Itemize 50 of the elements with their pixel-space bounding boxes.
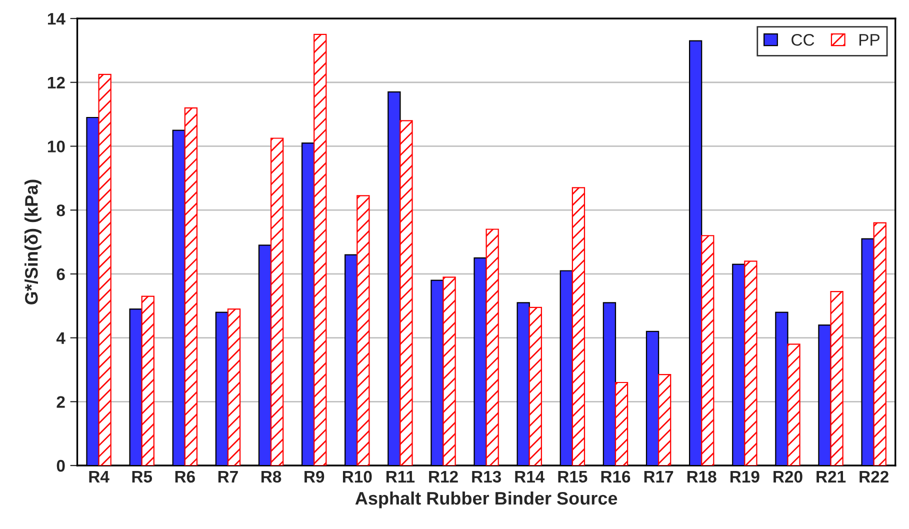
x-tick-label: R21 xyxy=(816,470,846,482)
bar xyxy=(614,382,628,466)
x-tick-label: R11 xyxy=(386,470,415,482)
bar xyxy=(701,235,714,466)
x-tick-label: R22 xyxy=(860,470,888,482)
y-tick-label: 6 xyxy=(56,268,65,280)
y-axis-title: G*/Sin(δ) (kPa) xyxy=(24,180,42,304)
x-tick-label: R8 xyxy=(261,470,282,483)
bar xyxy=(270,138,284,466)
x-tick-label: R5 xyxy=(132,470,152,483)
bar xyxy=(184,107,198,466)
bar xyxy=(442,276,456,466)
x-tick-label: R9 xyxy=(304,470,324,483)
x-tick-label: R7 xyxy=(218,470,238,482)
x-tick-label: R6 xyxy=(175,470,195,483)
bar xyxy=(873,222,886,466)
x-tick-label: R20 xyxy=(774,470,802,483)
bar xyxy=(98,74,112,466)
y-tick-label: 0 xyxy=(56,460,65,472)
y-tick-label: 8 xyxy=(56,204,65,216)
bar xyxy=(787,344,800,466)
x-axis-title: Asphalt Rubber Binder Source xyxy=(355,491,618,508)
bar xyxy=(400,120,413,466)
x-tick-label: R4 xyxy=(89,470,110,482)
legend-label: PP xyxy=(860,34,880,46)
x-tick-label: R10 xyxy=(342,470,372,483)
bar xyxy=(227,308,241,466)
bar xyxy=(528,306,542,466)
x-tick-label: R13 xyxy=(472,470,501,483)
y-tick-label: 2 xyxy=(56,396,65,408)
bar xyxy=(356,195,370,466)
bar xyxy=(141,296,154,466)
legend-label: CC xyxy=(792,34,814,46)
y-tick-label: 12 xyxy=(48,76,65,88)
y-tick-label: 4 xyxy=(56,332,66,344)
y-tick-label: 10 xyxy=(48,140,65,152)
bar xyxy=(572,187,586,466)
x-tick-label: R12 xyxy=(429,470,458,482)
bar xyxy=(658,374,672,466)
bar xyxy=(830,290,844,466)
x-tick-label: R19 xyxy=(730,470,760,483)
x-tick-label: R14 xyxy=(515,470,545,482)
bar xyxy=(486,228,499,466)
x-tick-label: R16 xyxy=(601,470,630,483)
bar xyxy=(744,260,758,466)
x-tick-label: R18 xyxy=(687,470,716,483)
y-tick-label: 14 xyxy=(48,13,66,25)
bar xyxy=(314,34,327,466)
x-tick-label: R15 xyxy=(558,470,588,483)
x-tick-label: R17 xyxy=(644,470,674,482)
